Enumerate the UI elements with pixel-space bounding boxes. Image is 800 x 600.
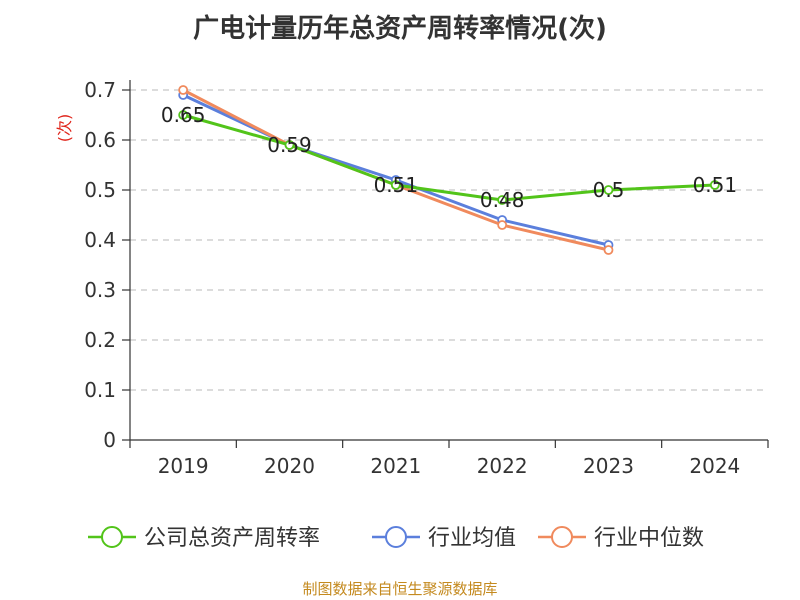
y-tick-label: 0.2 — [84, 328, 116, 352]
legend-label: 行业均值 — [428, 526, 516, 551]
y-tick-label: 0.4 — [84, 228, 116, 252]
data-label: 0.65 — [161, 103, 206, 127]
data-label: 0.5 — [593, 178, 625, 202]
data-label: 0.51 — [374, 173, 419, 197]
data-label: 0.59 — [267, 133, 312, 157]
legend-marker — [551, 526, 573, 548]
x-tick-label: 2021 — [370, 454, 421, 478]
series-line — [182, 113, 715, 202]
data-point — [709, 180, 720, 190]
y-tick-label: 0.1 — [84, 378, 116, 402]
data-point — [178, 85, 189, 95]
x-tick-label: 2020 — [264, 454, 315, 478]
data-point — [497, 220, 508, 230]
legend-label: 行业中位数 — [594, 526, 704, 551]
y-tick-label: 0.6 — [84, 128, 116, 152]
data-point — [603, 185, 614, 195]
x-tick-label: 2024 — [689, 454, 740, 478]
y-axis-unit-label: (次) — [55, 114, 74, 143]
data-point — [178, 110, 189, 120]
data-point — [497, 195, 508, 205]
x-tick-label: 2019 — [158, 454, 209, 478]
y-tick-label: 0 — [103, 428, 116, 452]
y-tick-label: 0.3 — [84, 278, 116, 302]
data-label: 0.48 — [480, 188, 525, 212]
y-tick-label: 0.5 — [84, 178, 116, 202]
legend-marker — [101, 526, 123, 548]
data-point — [284, 140, 295, 150]
data-point — [603, 245, 614, 255]
source-note: 制图数据来自恒生聚源数据库 — [302, 580, 498, 598]
x-tick-label: 2023 — [583, 454, 634, 478]
data-label: 0.51 — [693, 173, 738, 197]
series-line — [182, 88, 609, 252]
legend-marker — [385, 526, 407, 548]
series-line — [182, 93, 609, 247]
chart-title: 广电计量历年总资产周转率情况(次) — [193, 14, 607, 44]
legend-label: 公司总资产周转率 — [144, 526, 320, 551]
data-point — [390, 180, 401, 190]
y-tick-label: 0.7 — [84, 78, 116, 102]
x-tick-label: 2022 — [477, 454, 528, 478]
